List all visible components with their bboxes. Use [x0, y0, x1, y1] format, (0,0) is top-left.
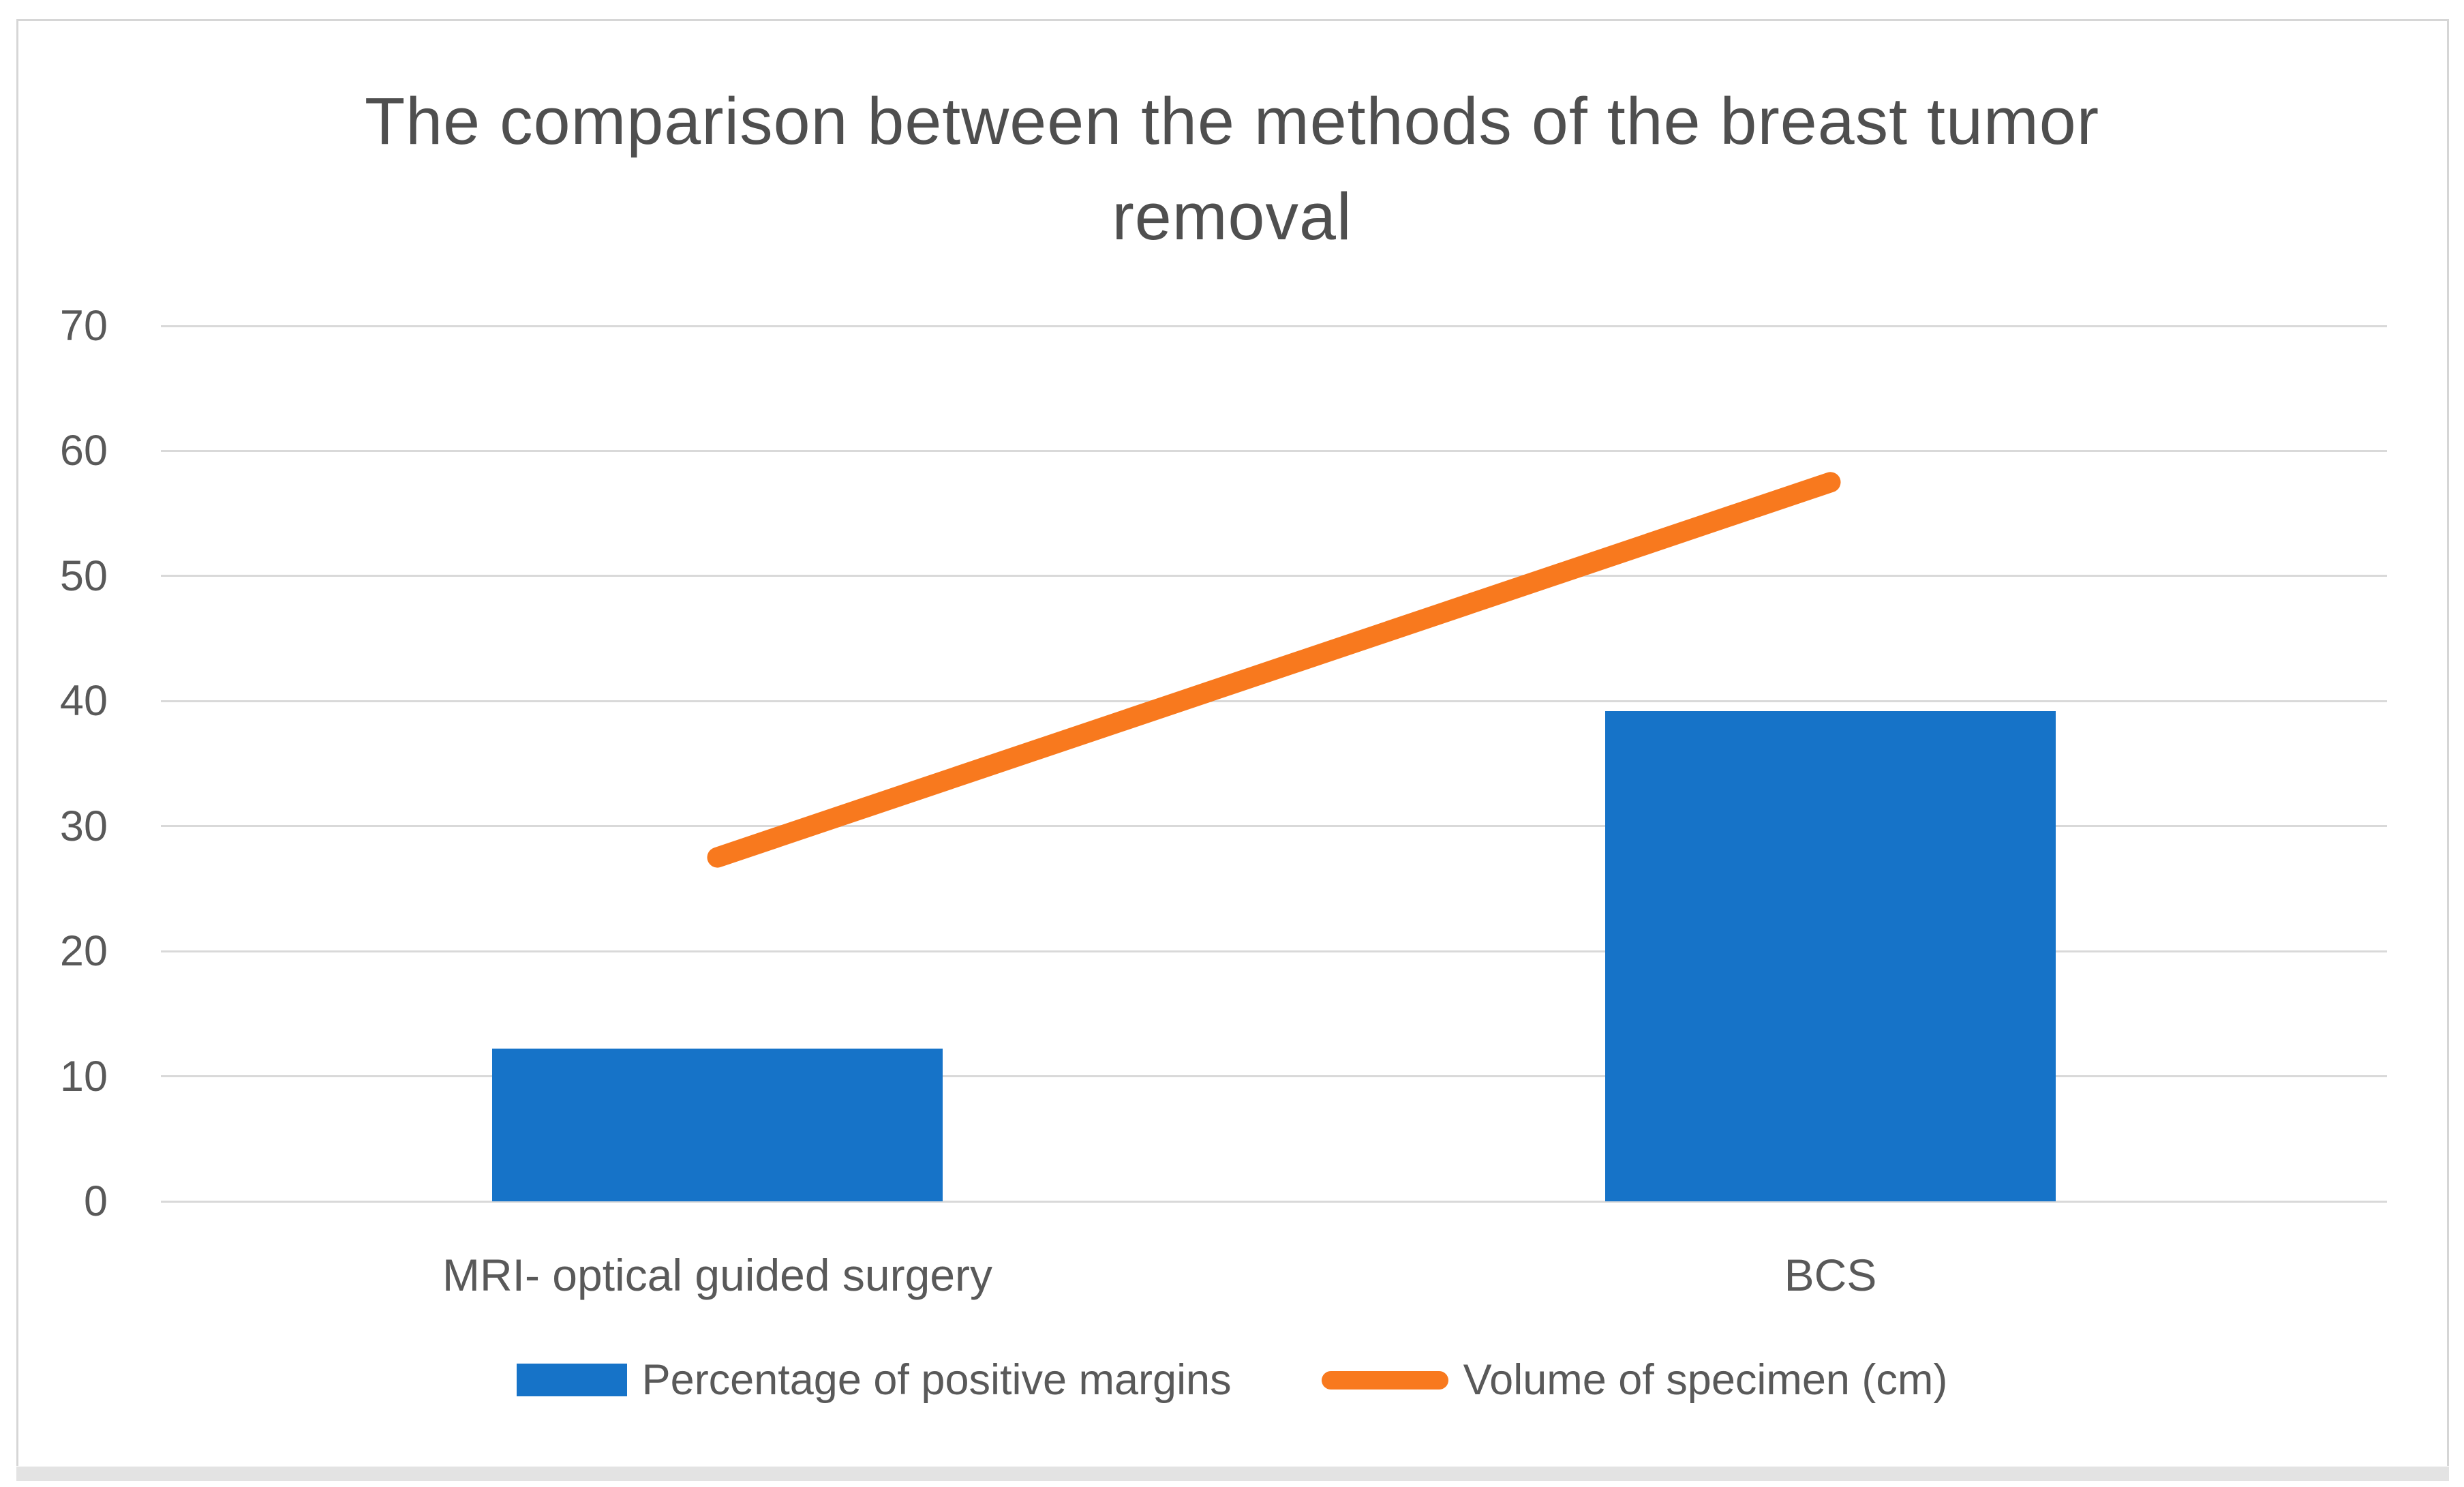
gridline-20	[161, 950, 2387, 952]
legend-item-volume: Volume of specimen (cm)	[1321, 1355, 1948, 1405]
line-series-layer	[707, 472, 1841, 868]
gridline-60	[161, 449, 2387, 452]
gridline-10	[161, 1075, 2387, 1078]
chart-title-line-1: The comparison between the methods of th…	[364, 84, 2100, 158]
y-axis-tick-label-20: 20	[59, 927, 108, 976]
y-axis-tick-label-70: 70	[59, 302, 108, 350]
gridline-30	[161, 825, 2387, 828]
legend-item-positive-margins: Percentage of positive margins	[516, 1355, 1232, 1405]
legend-label: Volume of specimen (cm)	[1463, 1356, 1948, 1404]
gridline-40	[161, 700, 2387, 702]
line-series-swatch	[1321, 1370, 1448, 1390]
y-axis-tick-label-10: 10	[59, 1052, 108, 1100]
gridline-70	[161, 325, 2387, 327]
line-volume-of-specimen-cm	[707, 472, 1841, 868]
y-axis-tick-label-50: 50	[59, 552, 108, 600]
legend: Percentage of positive margins Volume of…	[0, 1355, 2464, 1405]
bar-bcs	[1605, 710, 2056, 1201]
chart-title-line-2: removal	[1112, 179, 1352, 254]
x-axis-category-label-bcs: BCS	[1784, 1250, 1877, 1300]
legend-label: Percentage of positive margins	[641, 1356, 1232, 1404]
x-axis-category-label-mri-optical-guided-surgery: MRI- optical guided surgery	[442, 1250, 993, 1300]
chart-title: The comparison between the methods of th…	[0, 74, 2464, 265]
y-axis-tick-label-0: 0	[83, 1177, 108, 1225]
y-axis-tick-label-60: 60	[59, 427, 108, 475]
figure-frame-bottom	[16, 1467, 2449, 1481]
gridline-50	[161, 575, 2387, 577]
y-axis-tick-label-40: 40	[59, 677, 108, 725]
bar-mri-optical-guided-surgery	[492, 1049, 943, 1201]
bar-series-swatch	[516, 1364, 627, 1396]
y-axis-tick-label-30: 30	[59, 802, 108, 850]
gridline-0	[161, 1200, 2387, 1203]
